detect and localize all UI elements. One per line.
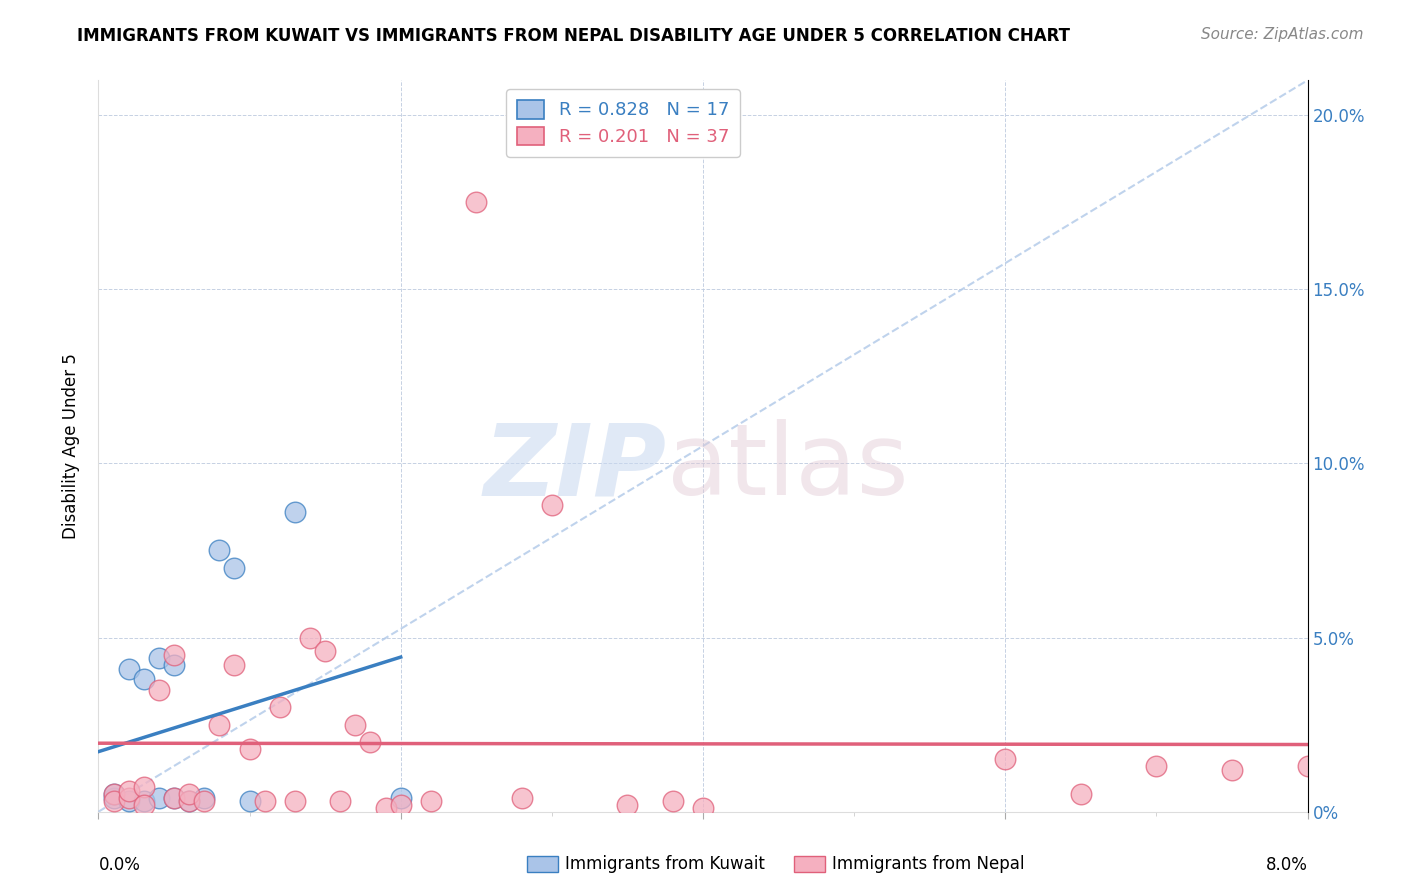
Text: Immigrants from Nepal: Immigrants from Nepal — [832, 855, 1025, 873]
Point — [344, 717, 367, 731]
Point — [540, 498, 562, 512]
Point — [510, 790, 533, 805]
Point — [1296, 759, 1319, 773]
Legend: R = 0.828   N = 17, R = 0.201   N = 37: R = 0.828 N = 17, R = 0.201 N = 37 — [506, 89, 740, 157]
Point — [132, 797, 155, 812]
Point — [118, 662, 141, 676]
Point — [994, 752, 1017, 766]
Text: atlas: atlas — [666, 419, 908, 516]
Point — [118, 790, 141, 805]
Point — [269, 700, 291, 714]
Point — [420, 794, 443, 808]
Point — [1146, 759, 1168, 773]
Point — [163, 658, 186, 673]
Text: IMMIGRANTS FROM KUWAIT VS IMMIGRANTS FROM NEPAL DISABILITY AGE UNDER 5 CORRELATI: IMMIGRANTS FROM KUWAIT VS IMMIGRANTS FRO… — [77, 27, 1070, 45]
Point — [118, 794, 141, 808]
Point — [148, 682, 170, 697]
Point — [179, 794, 201, 808]
Point — [179, 787, 201, 801]
Point — [389, 790, 412, 805]
Point — [148, 790, 170, 805]
Point — [224, 561, 246, 575]
Point — [360, 735, 382, 749]
Point — [329, 794, 352, 808]
Point — [179, 794, 201, 808]
Point — [1220, 763, 1243, 777]
Point — [118, 784, 141, 798]
Point — [284, 505, 307, 519]
Point — [239, 794, 262, 808]
Point — [132, 673, 155, 687]
Point — [163, 790, 186, 805]
Point — [103, 794, 125, 808]
Text: 0.0%: 0.0% — [98, 855, 141, 873]
Point — [1070, 787, 1092, 801]
Point — [239, 742, 262, 756]
Point — [208, 717, 231, 731]
Text: Source: ZipAtlas.com: Source: ZipAtlas.com — [1201, 27, 1364, 42]
Point — [224, 658, 246, 673]
Point — [103, 787, 125, 801]
Point — [132, 794, 155, 808]
Point — [465, 195, 488, 210]
Point — [163, 648, 186, 662]
Point — [692, 801, 714, 815]
Y-axis label: Disability Age Under 5: Disability Age Under 5 — [62, 353, 80, 539]
Point — [284, 794, 307, 808]
Point — [163, 790, 186, 805]
Text: Immigrants from Kuwait: Immigrants from Kuwait — [565, 855, 765, 873]
Point — [193, 790, 215, 805]
Point — [616, 797, 638, 812]
Point — [314, 644, 336, 658]
Point — [299, 631, 322, 645]
Point — [148, 651, 170, 665]
Point — [103, 790, 125, 805]
Point — [103, 787, 125, 801]
Point — [389, 797, 412, 812]
Point — [132, 780, 155, 795]
Text: ZIP: ZIP — [484, 419, 666, 516]
Point — [253, 794, 276, 808]
Point — [208, 543, 231, 558]
Point — [661, 794, 683, 808]
Point — [374, 801, 396, 815]
Text: 8.0%: 8.0% — [1265, 855, 1308, 873]
Point — [193, 794, 215, 808]
